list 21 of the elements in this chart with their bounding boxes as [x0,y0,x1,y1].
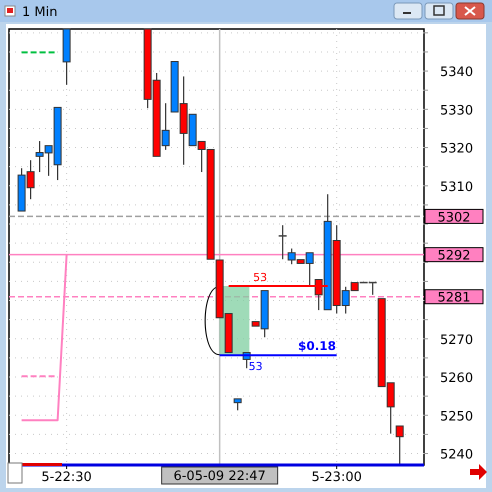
y-tick-label: 5250 [440,409,474,424]
y-tick-label: 5330 [440,103,474,118]
ref-line-label: 5292 [437,248,471,264]
x-tick-label: 5-23:00 [311,470,362,485]
candlestick [278,224,288,260]
ref-line-label: 5302 [437,210,471,226]
annotation: 53 [253,271,268,284]
y-tick-label: 5270 [440,332,474,348]
y-tick-label: 5240 [440,448,474,463]
annotation: $0.18 [298,339,336,353]
y-tick-label: 5310 [440,180,474,195]
candlestick [396,425,404,466]
x-tick-label: 5-22:30 [41,470,92,485]
annotation: 53 [248,360,263,374]
ref-line-label: 5281 [437,290,471,306]
y-tick-label: 5340 [440,65,474,80]
chart-title: 1 Min [22,5,58,20]
y-tick-label: 5260 [440,371,474,386]
x-tick-label: 6-05-09 22:47 [173,469,266,484]
candlestick [234,398,242,411]
y-tick-label: 5320 [440,142,474,157]
